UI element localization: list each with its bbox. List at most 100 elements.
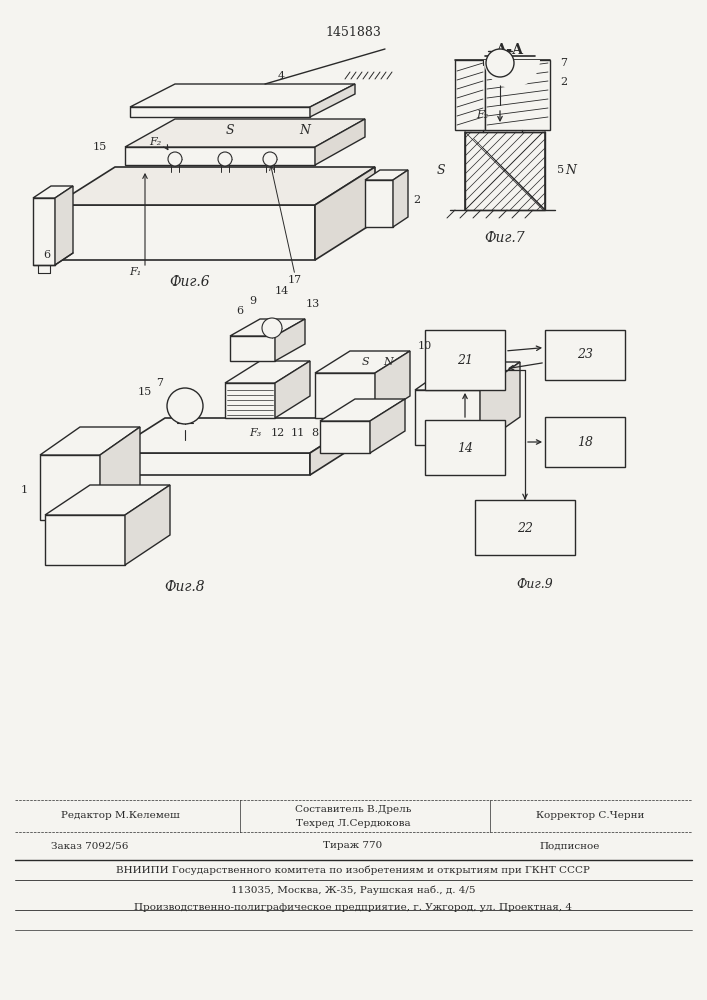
Text: 8: 8 [312,428,319,438]
Polygon shape [475,500,575,555]
Text: 9: 9 [250,296,257,306]
Polygon shape [310,84,355,117]
Text: F₂: F₂ [476,110,488,120]
Polygon shape [45,485,170,515]
Circle shape [262,318,282,338]
Polygon shape [315,351,410,373]
Text: F₃: F₃ [249,428,261,438]
Polygon shape [545,417,625,467]
Polygon shape [375,351,410,418]
Polygon shape [55,205,315,260]
Text: Фиг.9: Фиг.9 [517,578,554,591]
Polygon shape [110,453,310,475]
Circle shape [486,49,514,77]
Text: 10: 10 [418,341,432,351]
Circle shape [168,152,182,166]
Polygon shape [484,60,540,88]
Polygon shape [125,119,365,147]
Text: S: S [436,163,445,176]
Polygon shape [275,319,305,361]
Text: 13: 13 [306,299,320,309]
Text: 14: 14 [275,286,289,296]
Text: F₂: F₂ [149,137,161,147]
Text: 17: 17 [288,275,302,285]
Text: Корректор С.Черни: Корректор С.Черни [536,812,644,820]
Polygon shape [365,180,393,227]
Polygon shape [370,399,405,453]
Polygon shape [310,418,365,475]
Polygon shape [425,420,505,475]
Text: S: S [226,124,234,137]
Text: 113035, Москва, Ж-35, Раушская наб., д. 4/5: 113035, Москва, Ж-35, Раушская наб., д. … [230,885,475,895]
Text: 1: 1 [21,485,28,495]
Text: Фиг.8: Фиг.8 [165,580,205,594]
Polygon shape [415,390,480,445]
Polygon shape [55,186,73,265]
Polygon shape [125,485,170,565]
Polygon shape [393,170,408,227]
Polygon shape [425,330,505,390]
Polygon shape [40,427,140,455]
Text: Составитель В.Дрель: Составитель В.Дрель [295,806,411,814]
Polygon shape [485,60,550,130]
Text: F₁: F₁ [129,267,141,277]
Circle shape [263,152,277,166]
Text: Подписное: Подписное [540,842,600,850]
Text: 15: 15 [138,387,152,397]
Polygon shape [100,427,140,520]
Text: Техред Л.Сердюкова: Техред Л.Сердюкова [296,820,410,828]
Text: S: S [361,357,369,367]
Polygon shape [545,330,625,380]
Text: N: N [300,124,310,137]
Text: Тираж 770: Тираж 770 [323,842,382,850]
Polygon shape [225,383,275,418]
Text: 23: 23 [577,349,593,361]
Polygon shape [480,362,520,445]
Polygon shape [315,167,375,260]
Text: 1451883: 1451883 [325,25,381,38]
Text: 7: 7 [560,58,567,68]
Text: 6: 6 [43,250,51,260]
Text: Фиг.7: Фиг.7 [485,231,525,245]
Text: 4: 4 [278,71,285,81]
Polygon shape [315,119,365,165]
Text: 14: 14 [457,442,473,454]
Text: ВНИИПИ Государственного комитета по изобретениям и открытиям при ГКНТ СССР: ВНИИПИ Государственного комитета по изоб… [116,865,590,875]
Polygon shape [320,421,370,453]
Polygon shape [125,147,315,165]
Text: Фиг.6: Фиг.6 [170,275,210,289]
Polygon shape [55,167,375,205]
Text: 21: 21 [457,354,473,366]
Text: Производственно-полиграфическое предприятие, г. Ужгород, ул. Проектная, 4: Производственно-полиграфическое предприя… [134,904,572,912]
Text: 11: 11 [291,428,305,438]
Polygon shape [465,132,545,210]
Text: 6: 6 [236,306,244,316]
Polygon shape [315,373,375,418]
Polygon shape [365,170,408,180]
Circle shape [218,152,232,166]
Polygon shape [33,198,55,265]
Polygon shape [45,515,125,565]
Text: 5: 5 [557,165,564,175]
Text: 7: 7 [156,378,163,388]
Polygon shape [130,107,310,117]
Polygon shape [455,60,485,130]
Text: 18: 18 [577,436,593,448]
Text: 15: 15 [93,142,107,152]
Text: N: N [565,163,576,176]
Text: 12: 12 [271,428,285,438]
Polygon shape [33,186,73,198]
Polygon shape [40,455,100,520]
Text: N: N [383,357,393,367]
Text: 22: 22 [517,522,533,534]
Text: Редактор М.Келемеш: Редактор М.Келемеш [61,812,180,820]
Polygon shape [230,319,305,336]
Circle shape [167,388,203,424]
Polygon shape [415,362,520,390]
Text: 2: 2 [560,77,567,87]
Polygon shape [110,418,365,453]
Polygon shape [320,399,405,421]
Text: А-А: А-А [496,43,524,57]
Polygon shape [130,84,355,107]
Polygon shape [230,336,275,361]
